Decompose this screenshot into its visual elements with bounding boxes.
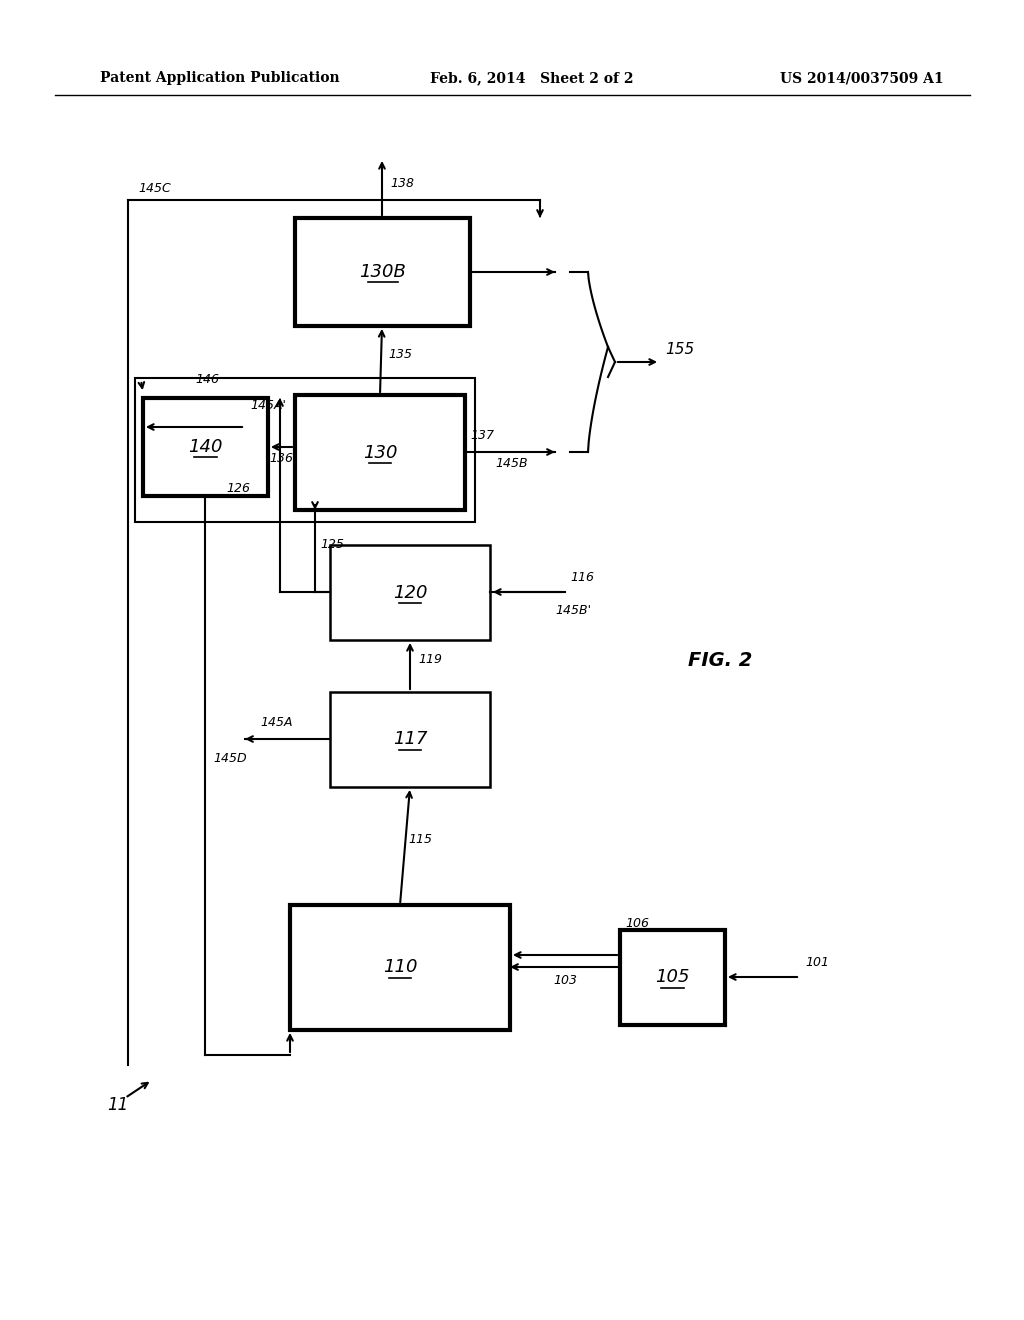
Text: 145A: 145A — [260, 715, 293, 729]
Text: 116: 116 — [570, 572, 594, 583]
Text: 140: 140 — [188, 438, 223, 455]
Text: 155: 155 — [665, 342, 694, 356]
Text: 126: 126 — [226, 482, 250, 495]
Text: FIG. 2: FIG. 2 — [688, 651, 753, 669]
Text: 105: 105 — [655, 969, 690, 986]
Text: 120: 120 — [393, 583, 427, 602]
Text: 103: 103 — [553, 974, 577, 987]
Text: 145C: 145C — [138, 182, 171, 195]
Bar — [620, 931, 725, 1026]
Text: 115: 115 — [408, 833, 432, 846]
Text: Patent Application Publication: Patent Application Publication — [100, 71, 340, 84]
Text: 117: 117 — [393, 730, 427, 748]
Bar — [330, 545, 490, 640]
Bar — [135, 378, 475, 521]
Text: 146: 146 — [195, 374, 219, 385]
Text: 110: 110 — [383, 958, 417, 977]
Text: 11: 11 — [108, 1096, 129, 1114]
Bar — [295, 218, 470, 326]
Text: 130B: 130B — [359, 263, 406, 281]
Bar — [330, 692, 490, 787]
Bar — [143, 399, 268, 496]
Text: Feb. 6, 2014   Sheet 2 of 2: Feb. 6, 2014 Sheet 2 of 2 — [430, 71, 634, 84]
Text: 145A': 145A' — [250, 399, 286, 412]
Text: 101: 101 — [805, 956, 829, 969]
Text: 145D: 145D — [213, 752, 247, 766]
Text: 119: 119 — [418, 653, 442, 667]
Text: US 2014/0037509 A1: US 2014/0037509 A1 — [780, 71, 944, 84]
Text: 130: 130 — [362, 444, 397, 462]
Text: 145B': 145B' — [555, 605, 591, 616]
Text: 138: 138 — [390, 177, 414, 190]
Text: 136: 136 — [269, 451, 294, 465]
Text: 145B: 145B — [495, 457, 527, 470]
Bar — [290, 906, 510, 1030]
Text: 137: 137 — [470, 429, 494, 442]
Text: 135: 135 — [388, 347, 412, 360]
Text: 125: 125 — [319, 539, 344, 550]
Bar — [295, 395, 465, 510]
Text: 106: 106 — [625, 917, 649, 931]
